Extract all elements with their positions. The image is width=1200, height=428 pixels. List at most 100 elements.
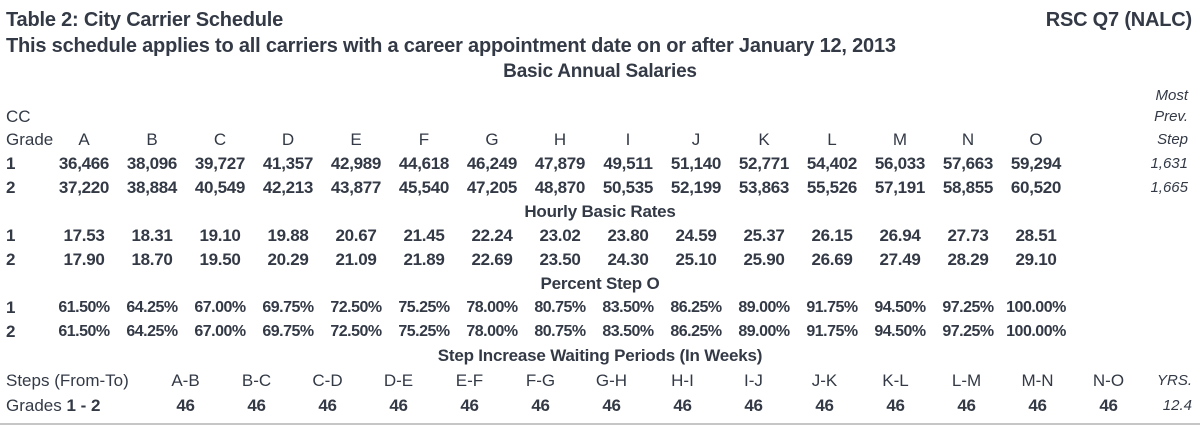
percent-cell: 61.50% [58,299,110,316]
grade-col-header-line1: CC [6,107,31,126]
percent-cell: 83.50% [602,299,654,316]
step-column-header: H [553,130,567,149]
waiting-weeks-cell: 46 [886,396,905,415]
waiting-weeks-cell: 46 [460,396,479,415]
percent-cell: 75.25% [398,323,450,340]
percent-cell: 67.00% [194,323,246,340]
percent-cell: 75.25% [398,299,450,316]
percent-cell: 94.50% [874,323,926,340]
annual-salary-cell: 53,863 [738,178,790,197]
hourly-rate-cell: 23.02 [539,226,581,245]
waiting-weeks-cell: 46 [531,396,550,415]
percent-cell: 64.25% [126,299,178,316]
annual-salaries-title: Basic Annual Salaries [503,61,697,82]
hourly-rate-cell: 17.90 [63,250,105,269]
annual-salary-cell: 45,540 [398,178,450,197]
percent-cell: 61.50% [58,323,110,340]
percent-cell: 67.00% [194,299,246,316]
percent-cell: 69.75% [262,323,314,340]
step-column-header: L [827,130,837,149]
waiting-periods-header-row: Steps (From-To) A-B B-C C-D D-E E-F F-G G-H H-I… [0,368,1200,393]
hourly-rate-cell: 27.49 [879,250,921,269]
hourly-rate-cell: 26.15 [811,226,853,245]
waiting-weeks-cell: 46 [247,396,266,415]
waiting-weeks-cell: 46 [815,396,834,415]
waiting-periods-title: Step Increase Waiting Periods (In Weeks) [437,346,763,365]
table-subtitle: This schedule applies to all carriers wi… [6,35,896,57]
annual-salary-cell: 56,033 [874,154,926,173]
percent-cell: 100.00% [1006,299,1066,316]
hourly-rate-cell: 18.31 [131,226,173,245]
grades-label-range: 1 - 2 [66,396,101,415]
step-column-header: F [418,130,430,149]
hourly-rates-title: Hourly Basic Rates [524,202,676,221]
percent-cell: 83.50% [602,323,654,340]
percent-cell: 89.00% [738,299,790,316]
step-pair-header: E-F [455,371,484,390]
hourly-rate-cell: 23.50 [539,250,581,269]
hourly-rate-cell: 22.69 [471,250,513,269]
annual-salary-cell: 57,191 [874,178,926,197]
hourly-rate-cell: 26.94 [879,226,921,245]
step-pair-header: K-L [882,371,909,390]
annual-salary-cell: 40,549 [194,178,246,197]
step-increment-value: 1,631 [1150,155,1188,172]
step-column-header: N [961,130,975,149]
percent-cell: 72.50% [330,323,382,340]
percent-cell: 94.50% [874,299,926,316]
hourly-rate-cell: 26.69 [811,250,853,269]
hourly-rate-row-grade2: 2 17.90 18.70 19.50 20.29 21.09 21.89 22.69 23.… [0,248,1200,272]
title-row: Table 2: City Carrier Schedule RSC Q7 (N… [0,0,1200,33]
annual-salary-cell: 47,205 [466,178,518,197]
percent-cell: 80.75% [534,323,586,340]
annual-salary-cell: 38,884 [126,178,178,197]
grade-label: 1 [6,298,16,317]
annual-salary-cell: 55,526 [806,178,858,197]
step-pair-header: H-I [671,371,694,390]
hourly-rate-row-grade1: 1 17.53 18.31 19.10 19.88 20.67 21.45 22.24 23.… [0,224,1200,248]
percent-cell: 72.50% [330,299,382,316]
hourly-rate-cell: 21.09 [335,250,377,269]
hourly-rate-cell: 22.24 [471,226,513,245]
percent-cell: 78.00% [466,323,518,340]
hourly-rate-cell: 29.10 [1015,250,1057,269]
percent-cell: 80.75% [534,299,586,316]
grade-label: 2 [6,250,16,269]
step-pair-header: A-B [171,371,200,390]
hourly-rate-cell: 19.88 [267,226,309,245]
most-col-line1: Most [1155,87,1188,104]
hourly-rate-cell: 27.73 [947,226,989,245]
most-col-line3: Step [1157,131,1188,148]
hourly-rate-cell: 19.50 [199,250,241,269]
annual-salary-cell: 58,855 [942,178,994,197]
hourly-rate-cell: 25.10 [675,250,717,269]
step-pair-header: J-K [811,371,838,390]
hourly-rate-cell: 20.67 [335,226,377,245]
hourly-rate-cell: 24.30 [607,250,649,269]
annual-salary-cell: 47,879 [534,154,586,173]
annual-salary-row-grade1: 1 36,466 38,096 39,727 41,357 42,989 44,618 46… [0,152,1200,176]
header-row-most: Most [0,85,1200,106]
hourly-rate-cell: 21.89 [403,250,445,269]
waiting-weeks-cell: 46 [673,396,692,415]
step-column-header: D [281,130,295,149]
percent-cell: 86.25% [670,323,722,340]
annual-salary-cell: 60,520 [1010,178,1062,197]
annual-salary-cell: 52,771 [738,154,790,173]
percent-cell: 78.00% [466,299,518,316]
step-column-header: C [213,130,227,149]
percent-cell: 97.25% [942,323,994,340]
waiting-weeks-cell: 46 [957,396,976,415]
most-col-line2: Prev. [1154,108,1188,125]
step-column-header: E [350,130,362,149]
annual-salary-cell: 54,402 [806,154,858,173]
step-column-header: K [758,130,770,149]
grade-label: 1 [6,154,16,173]
bottom-rule [0,423,1200,425]
yrs-header: YRS. [1156,372,1192,389]
grade-col-header-line2: Grade [6,130,54,149]
step-pair-header: L-M [951,371,982,390]
rsc-code: RSC Q7 (NALC) [1045,9,1192,31]
percent-cell: 64.25% [126,323,178,340]
